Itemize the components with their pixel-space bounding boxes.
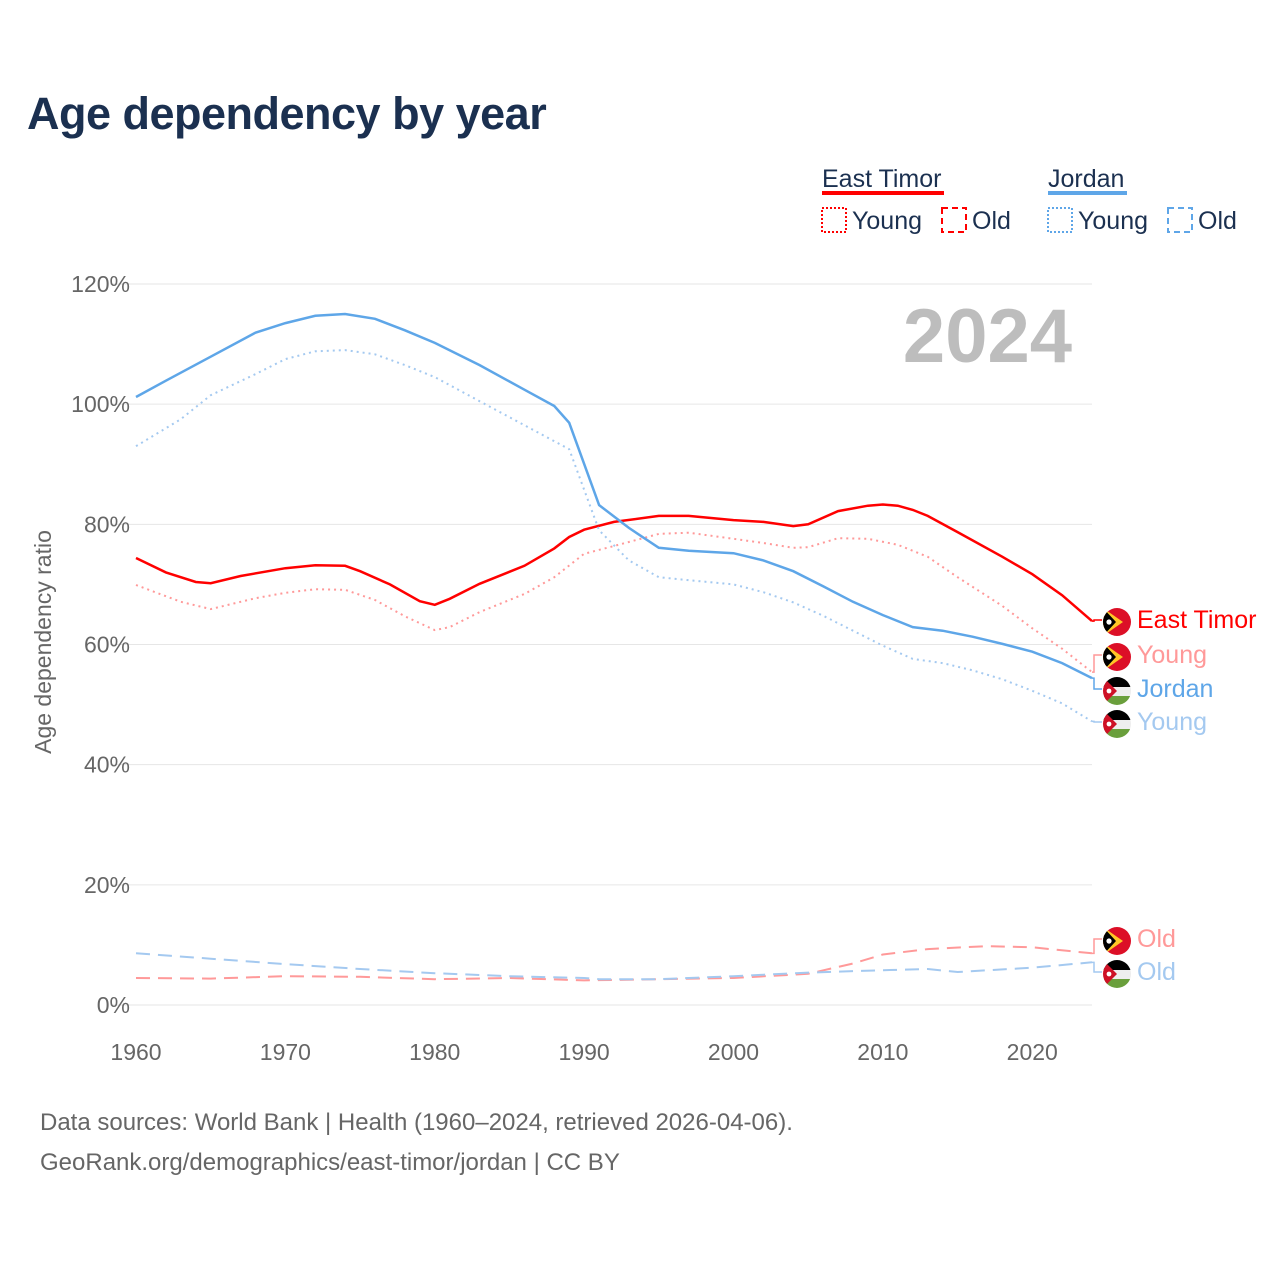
gridlines: [110, 283, 1092, 1006]
end-label-text: Jordan: [1137, 675, 1213, 703]
end-label-text: Old: [1137, 958, 1176, 986]
y-axis-ticks: 0% 20% 40% 60% 80% 100% 120%: [71, 271, 130, 1018]
end-label-east-timor: East Timor: [1092, 606, 1256, 636]
x-tick-label: 1970: [260, 1039, 311, 1065]
east-timor-flag-icon: [1103, 608, 1131, 636]
jordan-flag-icon: [1103, 710, 1131, 738]
end-labels: East Timor Young Jordan Young Old Old: [1092, 606, 1256, 988]
legend-title[interactable]: East Timor: [822, 165, 941, 193]
legend-group-jordan[interactable]: Jordan Young Old: [1047, 165, 1237, 235]
legend-underline: [1048, 191, 1127, 195]
legend-underline: [822, 191, 944, 195]
jordan-flag-icon: [1103, 677, 1131, 705]
y-tick-label: 120%: [71, 271, 130, 297]
label-connector: [1092, 720, 1102, 723]
y-tick-label: 40%: [84, 752, 130, 778]
label-connector: [1092, 619, 1102, 622]
page-title: Age dependency by year: [27, 88, 547, 139]
y-tick-label: 60%: [84, 632, 130, 658]
end-label-jordan-young: Young: [1092, 708, 1207, 738]
x-tick-label: 1990: [559, 1039, 610, 1065]
east-timor-flag-icon: [1103, 927, 1131, 955]
legend-item-old[interactable]: Old: [1198, 207, 1237, 235]
legend-swatch-old[interactable]: [941, 207, 967, 233]
legend-swatch-young[interactable]: [1047, 207, 1073, 233]
legend: East Timor Young Old Jordan Young Old: [821, 165, 1237, 235]
y-tick-label: 100%: [71, 391, 130, 417]
legend-swatch-young[interactable]: [821, 207, 847, 233]
legend-group-east-timor[interactable]: East Timor Young Old: [821, 165, 1011, 235]
jordan-flag-icon: [1103, 960, 1131, 988]
east-timor-flag-icon: [1103, 643, 1131, 671]
series-line-jordan-young: [135, 349, 1093, 723]
x-tick-label: 2010: [857, 1039, 908, 1065]
end-label-text: Old: [1137, 925, 1176, 953]
x-axis-ticks: 1960 1970 1980 1990 2000 2010 2020: [110, 1039, 1057, 1065]
legend-item-young[interactable]: Young: [1078, 207, 1148, 235]
label-connector: [1092, 938, 1102, 955]
x-tick-label: 2020: [1007, 1039, 1058, 1065]
label-connector: [1092, 654, 1102, 673]
footer-sources: Data sources: World Bank | Health (1960–…: [40, 1109, 793, 1136]
x-tick-label: 2000: [708, 1039, 759, 1065]
label-connector: [1092, 677, 1102, 690]
y-tick-label: 0%: [97, 992, 130, 1018]
y-tick-label: 80%: [84, 511, 130, 537]
series-lines: [135, 312, 1093, 982]
footer-link[interactable]: GeoRank.org/demographics/east-timor/jord…: [40, 1149, 620, 1176]
legend-item-old[interactable]: Old: [972, 207, 1011, 235]
x-tick-label: 1980: [409, 1039, 460, 1065]
series-line-jordan: [135, 312, 1093, 680]
end-label-east-timor-young: Young: [1092, 641, 1207, 673]
end-label-text: Young: [1137, 708, 1207, 736]
series-line-east-timor-young: [135, 531, 1093, 673]
series-line-jordan-old: [135, 952, 1093, 981]
x-tick-label: 1960: [110, 1039, 161, 1065]
y-tick-label: 20%: [84, 872, 130, 898]
label-connector: [1092, 961, 1102, 973]
legend-swatch-old[interactable]: [1167, 207, 1193, 233]
legend-title[interactable]: Jordan: [1048, 165, 1124, 193]
end-label-jordan: Jordan: [1092, 675, 1213, 705]
legend-item-young[interactable]: Young: [852, 207, 922, 235]
series-line-east-timor: [135, 503, 1093, 623]
year-annotation: 2024: [903, 294, 1072, 379]
end-label-east-timor-old: Old: [1092, 925, 1176, 955]
end-label-text: East Timor: [1137, 606, 1256, 634]
end-label-text: Young: [1137, 641, 1207, 669]
y-axis-label: Age dependency ratio: [30, 530, 56, 754]
end-label-jordan-old: Old: [1092, 958, 1176, 988]
